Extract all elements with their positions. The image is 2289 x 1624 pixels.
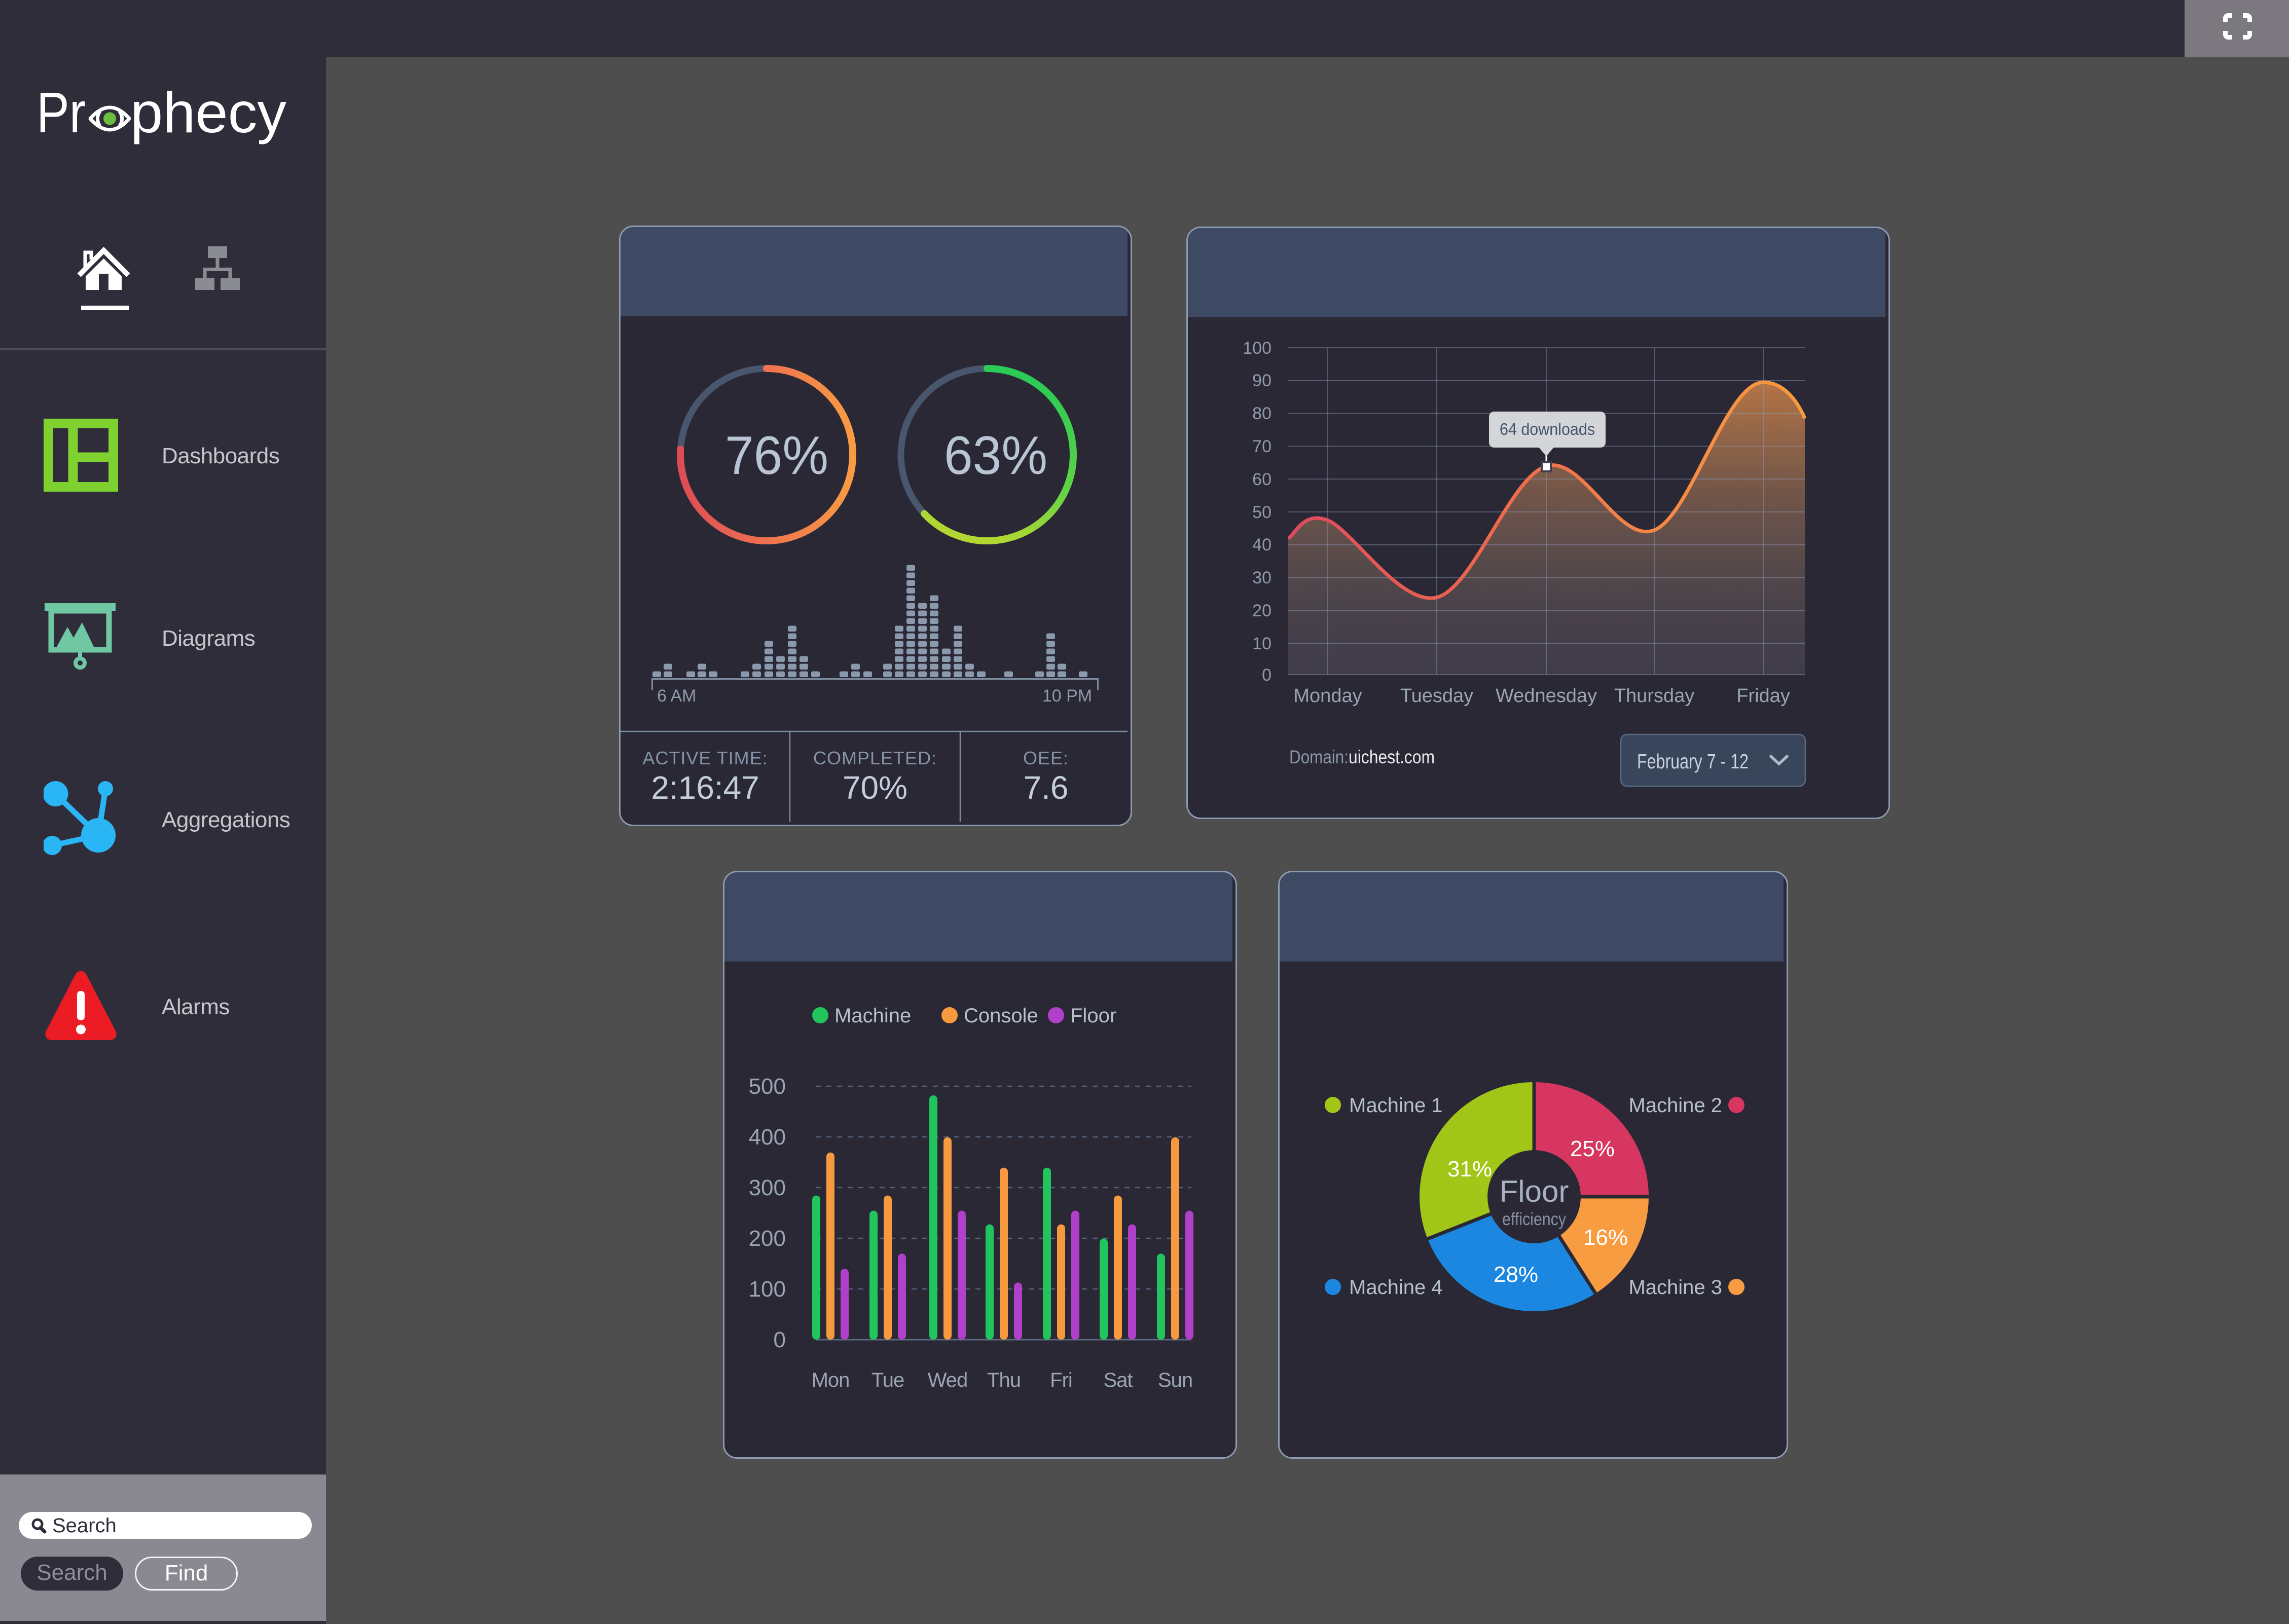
svg-text:Machine 1: Machine 1 <box>1349 1094 1443 1117</box>
svg-text:Fri: Fri <box>1050 1369 1072 1391</box>
svg-text:efficiency: efficiency <box>1502 1209 1566 1229</box>
svg-text:Machine 3: Machine 3 <box>1628 1276 1722 1299</box>
svg-text:63%: 63% <box>944 425 1047 486</box>
svg-text:31%: 31% <box>1447 1157 1492 1182</box>
svg-text:60: 60 <box>1252 470 1271 489</box>
svg-text:90: 90 <box>1252 371 1271 390</box>
svg-text:Sun: Sun <box>1158 1369 1192 1391</box>
svg-text:100: 100 <box>749 1277 786 1302</box>
svg-text:February 7 - 12: February 7 - 12 <box>1637 750 1749 773</box>
svg-text:Pr: Pr <box>37 81 86 144</box>
svg-text:Wednesday: Wednesday <box>1496 685 1597 707</box>
svg-text:Thursday: Thursday <box>1614 685 1694 707</box>
svg-text:Friday: Friday <box>1736 685 1790 707</box>
svg-text:0: 0 <box>774 1327 786 1352</box>
svg-text:Machine 2: Machine 2 <box>1628 1094 1722 1117</box>
svg-text:6 AM: 6 AM <box>657 686 696 706</box>
svg-text:Wed: Wed <box>928 1369 968 1391</box>
svg-text:40: 40 <box>1252 535 1271 555</box>
svg-text:ACTIVE TIME:: ACTIVE TIME: <box>642 748 768 768</box>
svg-text:Thu: Thu <box>987 1369 1021 1391</box>
svg-text:76%: 76% <box>725 425 828 486</box>
svg-text:70%: 70% <box>843 769 907 806</box>
svg-text:20: 20 <box>1252 601 1271 620</box>
svg-text:16%: 16% <box>1583 1225 1628 1250</box>
svg-text:64 downloads: 64 downloads <box>1500 420 1595 438</box>
svg-text:80: 80 <box>1252 404 1271 423</box>
svg-text:30: 30 <box>1252 568 1271 587</box>
svg-text:Machine: Machine <box>834 1005 911 1027</box>
svg-text:500: 500 <box>749 1074 786 1099</box>
svg-text:200: 200 <box>749 1226 786 1251</box>
svg-text:uichest.com: uichest.com <box>1349 747 1435 767</box>
svg-text:Monday: Monday <box>1293 685 1362 707</box>
svg-text:10 PM: 10 PM <box>1042 686 1092 706</box>
svg-text:COMPLETED:: COMPLETED: <box>813 748 937 768</box>
svg-text:Machine 4: Machine 4 <box>1349 1276 1443 1299</box>
svg-text:50: 50 <box>1252 503 1271 522</box>
svg-text:OEE:: OEE: <box>1023 748 1069 768</box>
svg-text:2:16:47: 2:16:47 <box>651 769 759 806</box>
svg-text:0: 0 <box>1262 666 1271 685</box>
svg-text:28%: 28% <box>1494 1262 1538 1287</box>
svg-text:Domain:: Domain: <box>1289 747 1349 767</box>
svg-text:phecy: phecy <box>130 81 286 144</box>
svg-text:400: 400 <box>749 1125 786 1150</box>
svg-text:25%: 25% <box>1570 1136 1615 1161</box>
svg-text:Console: Console <box>964 1005 1038 1027</box>
svg-text:100: 100 <box>1243 339 1271 358</box>
svg-text:Floor: Floor <box>1500 1174 1569 1208</box>
svg-text:Tue: Tue <box>871 1369 904 1391</box>
svg-text:Mon: Mon <box>812 1369 850 1391</box>
svg-text:10: 10 <box>1252 634 1271 653</box>
svg-text:70: 70 <box>1252 437 1271 456</box>
svg-text:300: 300 <box>749 1175 786 1200</box>
svg-text:Floor: Floor <box>1070 1005 1116 1027</box>
svg-text:Sat: Sat <box>1103 1369 1133 1391</box>
svg-text:7.6: 7.6 <box>1024 769 1069 806</box>
svg-text:Tuesday: Tuesday <box>1400 685 1473 707</box>
